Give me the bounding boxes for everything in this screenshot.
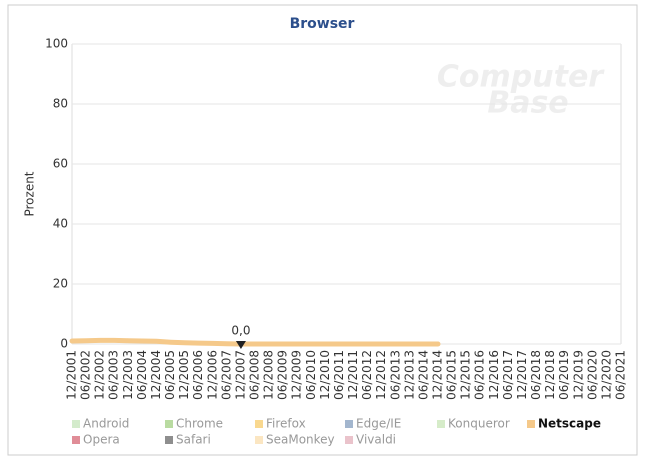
legend-swatch: [72, 420, 80, 428]
legend-swatch: [165, 436, 173, 444]
x-tick-label: 12/2009: [290, 350, 304, 400]
x-tick-label: 12/2005: [177, 350, 191, 400]
legend-swatch: [72, 436, 80, 444]
legend-label: Edge/IE: [356, 417, 401, 431]
x-tick-label: 06/2002: [79, 350, 93, 400]
y-tick-label: 0: [60, 337, 68, 351]
x-tick-label: 12/2003: [121, 350, 135, 400]
legend-label: Safari: [176, 433, 211, 447]
point-marker: [235, 341, 246, 349]
legend-swatch: [437, 420, 445, 428]
x-tick-label: 06/2012: [360, 350, 374, 400]
legend-label: Konqueror: [448, 417, 510, 431]
legend-swatch: [527, 420, 535, 428]
legend-label: Netscape: [538, 417, 601, 431]
x-tick-label: 06/2005: [163, 350, 177, 400]
x-tick-label: 12/2011: [346, 350, 360, 400]
legend-label: Chrome: [176, 417, 223, 431]
legend-swatch: [345, 420, 353, 428]
x-tick-label: 12/2004: [149, 350, 163, 400]
legend-label: Android: [83, 417, 129, 431]
chart-title: Browser: [290, 16, 355, 32]
x-tick-label: 12/2016: [487, 350, 501, 400]
x-tick-label: 06/2015: [445, 350, 459, 400]
x-tick-label: 06/2020: [585, 350, 599, 400]
x-tick-label: 12/2012: [374, 350, 388, 400]
x-tick-label: 12/2006: [205, 350, 219, 400]
x-tick-label: 06/2006: [191, 350, 205, 400]
x-tick-label: 12/2015: [459, 350, 473, 400]
x-tick-label: 12/2001: [65, 350, 79, 400]
y-tick-label: 40: [53, 217, 68, 231]
legend-label: Firefox: [266, 417, 306, 431]
x-tick-label: 12/2013: [402, 350, 416, 400]
x-tick-label: 06/2013: [388, 350, 402, 400]
x-tick-label: 12/2020: [599, 350, 613, 400]
frame: [7, 4, 638, 456]
watermark: Base: [487, 86, 568, 121]
legend-swatch: [255, 436, 263, 444]
x-tick-label: 06/2016: [473, 350, 487, 400]
x-tick-label: 06/2017: [501, 350, 515, 400]
x-tick-label: 06/2010: [304, 350, 318, 400]
y-tick-label: 60: [53, 157, 68, 171]
x-tick-label: 12/2008: [262, 350, 276, 400]
y-axis-label: Prozent: [23, 171, 37, 216]
x-tick-label: 06/2009: [276, 350, 290, 400]
x-tick-label: 06/2004: [135, 350, 149, 400]
legend-swatch: [345, 436, 353, 444]
x-tick-label: 06/2007: [219, 350, 233, 400]
x-tick-label: 12/2014: [431, 350, 445, 400]
legend-swatch: [255, 420, 263, 428]
x-tick-label: 12/2017: [515, 350, 529, 400]
x-tick-label: 12/2002: [93, 350, 107, 400]
y-tick-label: 20: [53, 277, 68, 291]
x-tick-label: 06/2014: [416, 350, 430, 400]
x-tick-label: 12/2010: [318, 350, 332, 400]
y-tick-label: 80: [53, 97, 68, 111]
x-tick-label: 06/2011: [332, 350, 346, 400]
legend-label: Opera: [83, 433, 120, 447]
x-tick-label: 06/2018: [529, 350, 543, 400]
series-line: [69, 337, 441, 347]
data-label: 0,0: [231, 324, 250, 338]
y-tick-label: 100: [45, 37, 68, 51]
x-tick-label: 06/2008: [248, 350, 262, 400]
x-tick-label: 06/2003: [107, 350, 121, 400]
watermark: Computer: [437, 60, 605, 95]
legend-label: Vivaldi: [356, 433, 396, 447]
x-tick-label: 12/2007: [233, 350, 247, 400]
x-tick-label: 12/2019: [571, 350, 585, 400]
x-tick-label: 06/2019: [557, 350, 571, 400]
legend-label: SeaMonkey: [266, 433, 335, 447]
x-tick-label: 06/2021: [614, 350, 628, 400]
legend-swatch: [165, 420, 173, 428]
x-tick-label: 12/2018: [543, 350, 557, 400]
